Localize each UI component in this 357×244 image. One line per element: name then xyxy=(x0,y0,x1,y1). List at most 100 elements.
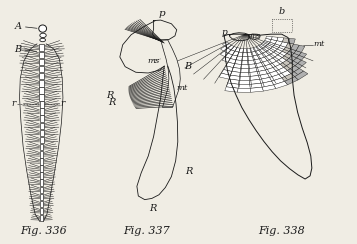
Text: B: B xyxy=(184,62,191,71)
Polygon shape xyxy=(295,60,306,68)
Polygon shape xyxy=(270,61,280,68)
Text: ms: ms xyxy=(147,57,160,65)
Polygon shape xyxy=(237,52,243,57)
Polygon shape xyxy=(261,42,268,47)
Polygon shape xyxy=(259,49,266,54)
Text: Fig. 337: Fig. 337 xyxy=(123,226,170,236)
Polygon shape xyxy=(282,47,291,53)
Polygon shape xyxy=(240,68,249,72)
Polygon shape xyxy=(287,66,300,74)
Polygon shape xyxy=(272,78,285,85)
Polygon shape xyxy=(250,83,262,88)
Polygon shape xyxy=(261,61,270,66)
Polygon shape xyxy=(248,64,256,69)
Ellipse shape xyxy=(39,25,46,32)
Polygon shape xyxy=(232,68,241,72)
Polygon shape xyxy=(284,63,295,71)
Polygon shape xyxy=(282,53,292,60)
Polygon shape xyxy=(266,36,272,40)
Bar xyxy=(40,108,44,115)
Polygon shape xyxy=(258,74,270,80)
Polygon shape xyxy=(252,55,259,60)
Polygon shape xyxy=(263,64,273,70)
Polygon shape xyxy=(225,87,238,92)
Polygon shape xyxy=(247,52,252,57)
Bar xyxy=(40,130,44,136)
Polygon shape xyxy=(230,71,240,76)
Bar xyxy=(39,51,44,58)
Bar xyxy=(40,158,44,165)
Polygon shape xyxy=(291,58,302,66)
Polygon shape xyxy=(225,53,233,59)
Polygon shape xyxy=(249,72,258,76)
Polygon shape xyxy=(233,64,241,68)
Polygon shape xyxy=(250,80,261,84)
Polygon shape xyxy=(280,60,291,67)
Polygon shape xyxy=(238,88,251,92)
Polygon shape xyxy=(261,81,274,87)
Polygon shape xyxy=(273,64,284,71)
Bar xyxy=(40,101,44,108)
Polygon shape xyxy=(250,48,255,52)
Bar xyxy=(39,80,44,87)
Polygon shape xyxy=(282,74,295,81)
Bar xyxy=(40,186,43,193)
Polygon shape xyxy=(274,81,288,89)
Text: b: b xyxy=(278,8,285,16)
Polygon shape xyxy=(288,38,295,44)
Polygon shape xyxy=(291,44,299,51)
Polygon shape xyxy=(255,50,262,55)
Polygon shape xyxy=(238,84,250,88)
Polygon shape xyxy=(250,87,263,92)
Polygon shape xyxy=(280,42,288,47)
Bar xyxy=(40,87,44,94)
Polygon shape xyxy=(221,70,232,75)
Polygon shape xyxy=(263,41,270,45)
Polygon shape xyxy=(233,51,239,56)
Polygon shape xyxy=(256,46,262,50)
Polygon shape xyxy=(242,53,247,57)
Polygon shape xyxy=(291,68,303,77)
Bar xyxy=(40,208,43,214)
Polygon shape xyxy=(251,51,257,56)
Polygon shape xyxy=(231,47,237,51)
Text: ms: ms xyxy=(250,32,261,40)
Text: B: B xyxy=(14,45,21,54)
Polygon shape xyxy=(258,44,265,49)
Polygon shape xyxy=(271,37,278,41)
Bar xyxy=(40,215,43,222)
Text: R: R xyxy=(108,98,115,107)
Polygon shape xyxy=(275,41,282,46)
Polygon shape xyxy=(297,52,307,60)
Text: p: p xyxy=(222,28,227,37)
Polygon shape xyxy=(235,60,242,64)
Polygon shape xyxy=(235,48,240,52)
Polygon shape xyxy=(265,45,273,50)
Polygon shape xyxy=(248,68,257,72)
Polygon shape xyxy=(253,47,259,51)
Polygon shape xyxy=(287,49,296,56)
Polygon shape xyxy=(228,45,234,50)
Polygon shape xyxy=(248,60,255,65)
Text: R: R xyxy=(186,167,193,176)
Polygon shape xyxy=(259,57,267,63)
Polygon shape xyxy=(221,46,228,51)
Polygon shape xyxy=(286,43,294,49)
Polygon shape xyxy=(266,68,276,74)
Polygon shape xyxy=(257,54,265,59)
Polygon shape xyxy=(296,45,305,52)
Polygon shape xyxy=(274,49,282,55)
Polygon shape xyxy=(239,48,243,53)
Polygon shape xyxy=(220,51,228,57)
Ellipse shape xyxy=(40,33,46,38)
Polygon shape xyxy=(295,71,308,80)
Polygon shape xyxy=(262,85,276,91)
Bar xyxy=(39,66,44,72)
Polygon shape xyxy=(241,64,248,69)
Polygon shape xyxy=(262,47,270,52)
Bar xyxy=(40,137,44,143)
Polygon shape xyxy=(224,66,233,71)
Bar xyxy=(40,144,44,151)
Polygon shape xyxy=(270,52,278,58)
Bar xyxy=(39,73,44,79)
